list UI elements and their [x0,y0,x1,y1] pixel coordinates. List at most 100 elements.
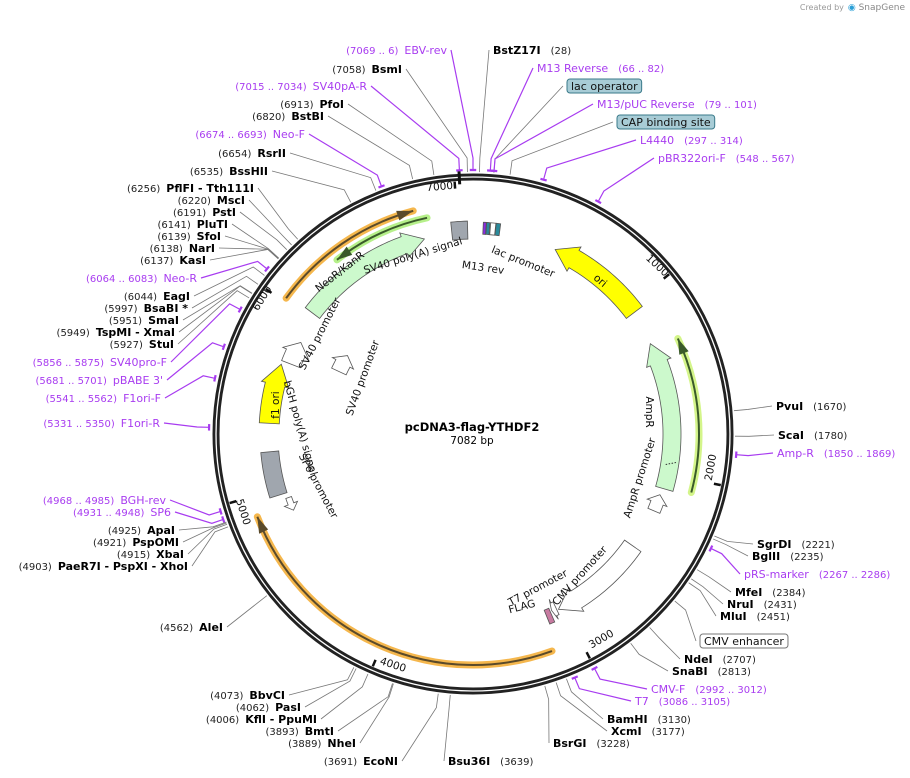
site-name: SmaI [148,314,179,327]
site-leader-line [544,685,550,744]
site-name: BsmI [372,63,403,76]
site-name: MscI [217,194,245,207]
site-name: PstI [212,206,236,219]
primer-label: M13 Reverse (66 .. 82) [537,62,664,75]
site-name: BmtI [305,725,334,738]
primer-leader-line [542,139,637,180]
primer-binding-mark [734,451,738,459]
enzyme-label: (7058) BsmI [332,63,402,76]
site-name: Bsu36I [448,755,490,768]
primer-binding-mark [221,516,226,523]
ampr-feature [646,342,682,492]
primer-label: L4440 (297 .. 314) [640,134,743,147]
enzyme-label: BglII (2235) [752,550,824,563]
feature-box-label: lac operator [571,80,638,93]
site-leader-line [178,521,227,531]
feature-box-label: CAP binding site [621,116,711,129]
enzyme-label: (6139) SfoI [157,230,221,243]
site-name: SV40pro-F [110,356,167,369]
primer-leader-line [489,67,534,171]
enzyme-label: (6044) EagI [124,290,190,303]
primer-binding-mark [218,508,223,515]
primer-leader-line [493,103,594,171]
enzyme-label: SnaBI (2813) [672,665,751,678]
enzyme-label: (6913) PfoI [280,98,344,111]
primer-label: Amp-R (1850 .. 1869) [777,447,895,460]
site-name: Neo-R [163,272,197,285]
site-name: SV40pA-R [313,80,368,93]
primer-binding-mark [594,199,602,205]
site-leader-line [347,103,435,175]
ampr-promoter-feature [646,494,668,514]
site-location: (4562) [160,623,193,634]
flag-feature [543,607,556,625]
site-leader-line [509,121,614,175]
cap-site-feature [494,222,502,237]
site-leader-line [327,115,414,180]
site-name: BsrGI [553,737,586,750]
site-leader-line [239,211,288,250]
orf-arc-top [285,209,414,299]
site-name: SP6 [150,506,171,519]
origin-mark [457,171,462,185]
site-location: (6139) [157,232,190,243]
primer-label: (7015 .. 7034) SV40pA-R [235,80,367,93]
site-location: (4915) [117,550,150,561]
site-location: (3691) [324,757,357,768]
site-location: (4073) [210,691,243,702]
feature-label: SP6 promoter [296,452,341,522]
site-location: (4062) [236,703,269,714]
site-leader-line [405,68,468,173]
primer-leader-line [200,260,268,279]
site-name: T7 [634,695,649,708]
primer-binding-mark [378,184,385,189]
site-leader-line [257,187,299,240]
primer-label: (4968 .. 4985) BGH-rev [43,494,167,507]
site-name: EagI [163,290,190,303]
orf-arc-bottom [256,516,553,666]
primer-label: pBR322ori-F (548 .. 567) [658,152,795,165]
site-name: ScaI [778,429,804,442]
neo-arc-arrowhead [336,246,353,260]
site-name: BbvCI [249,689,285,702]
site-leader-line [248,199,292,246]
sv40-polya-feature [450,220,469,241]
feature-label: M13 rev [461,259,505,277]
site-name: NruI [727,598,754,611]
primer-leader-line [370,85,461,171]
enzyme-label: XcmI (3177) [611,725,685,738]
sv40-promoter-feature-2 [331,355,355,376]
enzyme-label: (6535) BssHII [190,165,268,178]
site-leader-line [649,627,681,660]
site-location: (4903) [19,562,52,573]
ring-gap [215,176,731,692]
site-leader-line [193,266,265,297]
site-location: (1850 .. 1869) [824,449,896,460]
primer-leader-line [597,157,655,202]
enzyme-label: (4915) XbaI [117,548,184,561]
site-leader-line [187,523,228,555]
enzyme-label: (6820) BstBI [252,110,324,123]
tick-label: 5000 [233,498,253,527]
snapgene-logo: ◉ [848,3,859,13]
primer-binding-mark [264,265,270,273]
feature-box [566,78,643,94]
enzyme-label: (5949) TspMI - XmaI [57,326,175,339]
site-leader-line [712,538,749,557]
site-leader-line [566,678,604,720]
site-leader-line [191,275,259,309]
site-leader-line [304,668,357,708]
enzyme-label: (6138) NarI [150,242,215,255]
site-name: Neo-F [273,128,305,141]
site-location: (79 .. 101) [705,100,757,111]
primer-label: T7 (3086 .. 3105) [634,695,730,708]
site-location: (2431) [764,600,797,611]
site-name: KflI - PpuMI [245,713,317,726]
site-name: MluI [720,610,747,623]
site-name: PasI [275,701,301,714]
site-location: (7069 .. 6) [346,46,398,57]
site-location: (4931 .. 4948) [73,508,145,519]
enzyme-label: (5997) BsaBI * [104,302,188,315]
site-location: (6256) [127,184,160,195]
site-location: (2451) [757,612,790,623]
